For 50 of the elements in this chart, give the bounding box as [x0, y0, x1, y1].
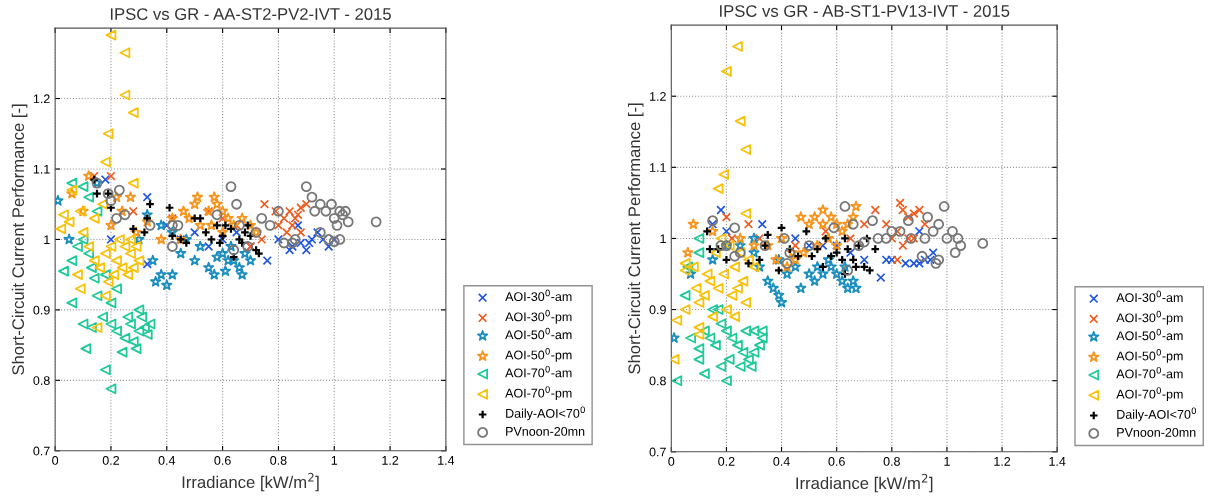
legend-label: AOI-30$^{0}$-am: [1116, 290, 1183, 303]
y-tick-label: 0.9: [649, 305, 666, 315]
y-tick-label: 0.8: [649, 376, 666, 386]
legend-label: AOI-30$^{0}$-am: [505, 289, 572, 302]
legend-label: AOI-30$^{0}$-pm: [505, 309, 572, 324]
y-tick-label: 0.7: [33, 446, 50, 456]
x-tick-label: 0.6: [828, 456, 845, 466]
y-tick-label: 0.9: [33, 305, 50, 315]
x-tick-label: 0.4: [158, 455, 176, 465]
y-tick-label: 1.1: [650, 163, 666, 172]
legend-label: AOI-50$^{0}$-am: [505, 327, 572, 340]
y-tick-label: 1.2: [650, 92, 666, 101]
legend-label: PVnoon-20mn: [1117, 427, 1196, 437]
legend-label: AOI-70$^{0}$-pm: [1116, 387, 1183, 402]
x-tick-label: 0: [52, 455, 59, 465]
legend-label: AOI-50$^{0}$-pm: [1116, 349, 1183, 363]
y-tick-label: 1.1: [33, 164, 50, 174]
legend-label: AOI-50$^{0}$-am: [1116, 328, 1183, 341]
y-tick-label: 0.7: [649, 447, 666, 457]
x-tick-label: 1: [331, 456, 338, 465]
y-tick-label: 1.2: [33, 94, 50, 104]
legend-label: Daily-AOI<70$^{0}$: [1117, 407, 1197, 422]
y-tick-label: 0.8: [33, 376, 50, 385]
legend-label: Daily-AOI<70$^{0}$: [506, 406, 585, 421]
x-tick-label: 1.2: [382, 455, 399, 465]
x-tick-label: 0.8: [883, 456, 900, 466]
x-tick-label: 0: [668, 456, 675, 466]
x-tick-label: 0.4: [773, 456, 790, 466]
y-axis-title: Short-Circuit Current Performance [-]: [627, 103, 644, 374]
x-tick-label: 0.6: [214, 455, 231, 465]
x-tick-label: 0.8: [270, 455, 287, 465]
legend-label: AOI-70$^{0}$-am: [505, 365, 572, 378]
chart-title: IPSC vs GR - AA-ST2-PV2-IVT - 2015: [110, 8, 391, 20]
x-tick-label: 1: [944, 457, 950, 466]
y-tick-label: 1: [44, 235, 50, 244]
x-tick-label: 0.2: [718, 456, 735, 466]
legend-label: PVnoon-20mn: [506, 426, 585, 436]
legend-label: AOI-70$^{0}$-am: [1116, 366, 1183, 379]
legend-label: AOI-50$^{0}$-pm: [505, 347, 572, 362]
x-tick-label: 0.2: [102, 455, 120, 465]
x-tick-label: 1.4: [1049, 457, 1066, 466]
legend-label: AOI-30$^{0}$-pm: [1116, 310, 1183, 325]
y-tick-label: 1: [660, 234, 666, 243]
y-axis-title: Short-Circuit Current Performance [-]: [11, 104, 28, 375]
x-tick-label: 1.4: [438, 456, 455, 465]
x-axis-title: Irradiance [kW/m$^{2}$]: [796, 473, 933, 493]
x-tick-label: 1.2: [994, 456, 1011, 466]
chart-title: IPSC vs GR - AB-ST1-PV13-IVT - 2015: [720, 5, 1010, 17]
legend-label: AOI-70$^{0}$-pm: [505, 386, 572, 401]
x-axis-title: Irradiance [kW/m$^{2}$]: [182, 472, 319, 492]
